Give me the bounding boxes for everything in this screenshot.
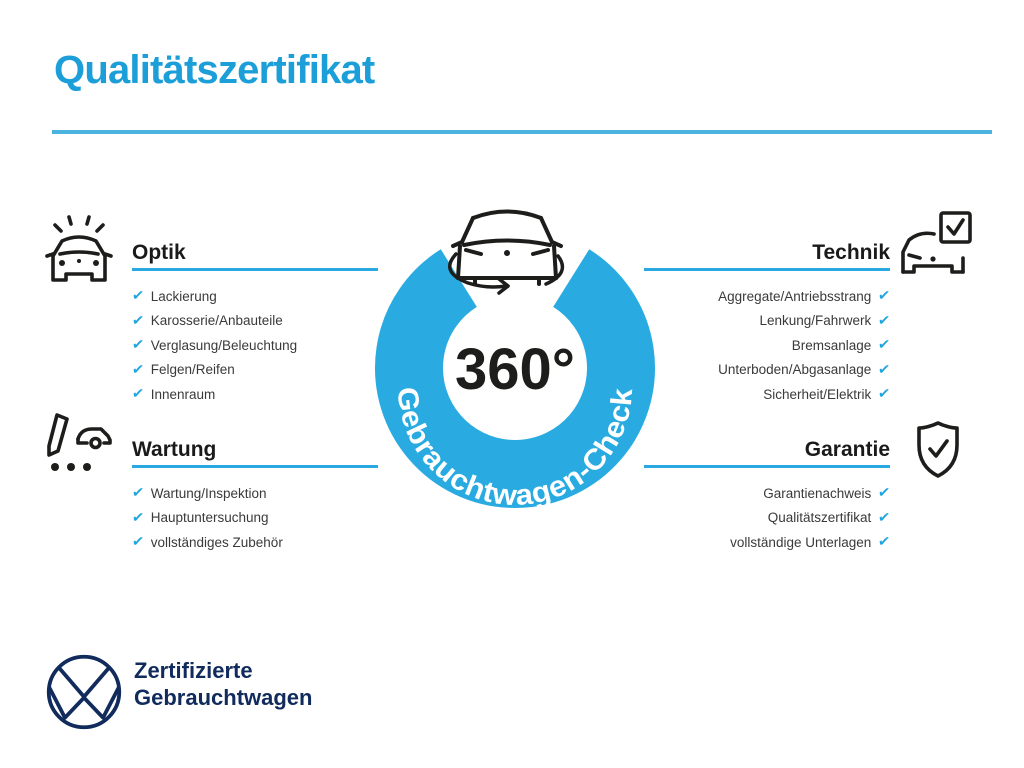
check-item: ✔ vollständiges Zubehör xyxy=(131,530,378,555)
vw-logo xyxy=(46,654,122,730)
checkmark-icon: ✔ xyxy=(131,361,145,378)
check-item-label: Sicherheit/Elektrik xyxy=(763,386,872,402)
check-item: ✔ Qualitätszertifikat xyxy=(644,506,891,531)
check-item: ✔ Hauptuntersuchung xyxy=(131,506,378,531)
section-garantie-divider xyxy=(644,465,890,468)
checkmark-icon: ✔ xyxy=(877,288,891,305)
section-wartung-divider xyxy=(132,465,378,468)
check-item: ✔ vollständige Unterlagen xyxy=(644,530,891,555)
checkmark-icon: ✔ xyxy=(131,312,145,329)
section-wartung: Wartung ✔ Wartung/Inspektion ✔ Hauptunte… xyxy=(131,436,378,555)
section-optik-title: Optik xyxy=(132,241,186,264)
section-technik: Technik ✔ Aggregate/Antriebsstrang ✔ Len… xyxy=(644,239,891,407)
check-item-label: Bremsanlage xyxy=(791,337,872,353)
footer-claim-line1: Zertifizierte xyxy=(134,658,253,683)
check-item: ✔ Wartung/Inspektion xyxy=(131,481,378,506)
checkmark-icon: ✔ xyxy=(877,361,891,378)
section-optik: Optik ✔ Lackierung ✔ Karosserie/Anbautei… xyxy=(131,239,378,407)
ring-arc xyxy=(375,249,655,508)
check-item-label: Lackierung xyxy=(150,288,217,304)
check-item: ✔ Felgen/Reifen xyxy=(131,358,378,383)
checkmark-icon: ✔ xyxy=(131,485,145,502)
checkmark-icon: ✔ xyxy=(877,337,891,354)
title-divider xyxy=(52,130,992,134)
check-item: ✔ Sicherheit/Elektrik xyxy=(644,382,891,407)
degree-label: 360° xyxy=(455,337,575,402)
check-item-label: Felgen/Reifen xyxy=(150,362,235,378)
check-item-label: vollständige Unterlagen xyxy=(730,534,872,550)
check-item-label: Verglasung/Beleuchtung xyxy=(150,337,298,353)
footer-claim: Zertifizierte Gebrauchtwagen xyxy=(134,657,312,711)
check-item: ✔ Aggregate/Antriebsstrang xyxy=(644,284,891,309)
section-technik-items: ✔ Aggregate/Antriebsstrang ✔ Lenkung/Fah… xyxy=(644,284,891,407)
check-item: ✔ Unterboden/Abgasanlage xyxy=(644,358,891,383)
check-item: ✔ Lenkung/Fahrwerk xyxy=(644,309,890,334)
car-checkbox-icon xyxy=(901,211,972,274)
360-check-ring: Gebrauchtwagen-Check 360° xyxy=(375,209,655,512)
check-item-label: Wartung/Inspektion xyxy=(150,485,267,501)
footer-claim-line2: Gebrauchtwagen xyxy=(134,685,313,710)
car-rotation-icon xyxy=(447,209,565,295)
check-item: ✔ Lackierung xyxy=(131,284,378,309)
checkmark-icon: ✔ xyxy=(131,509,145,526)
checkmark-icon: ✔ xyxy=(877,509,891,526)
checkmark-icon: ✔ xyxy=(131,386,145,403)
section-wartung-title: Wartung xyxy=(132,438,217,461)
checkmark-icon: ✔ xyxy=(131,337,145,354)
check-item-label: Lenkung/Fahrwerk xyxy=(759,313,872,329)
check-item-label: Garantienachweis xyxy=(763,485,872,501)
shield-check-icon xyxy=(917,421,959,478)
check-item-label: Hauptuntersuchung xyxy=(150,510,269,526)
service-checklist-icon xyxy=(47,413,112,471)
shiny-car-icon xyxy=(45,215,113,282)
check-item: ✔ Garantienachweis xyxy=(644,481,891,506)
check-item-label: Innenraum xyxy=(150,386,216,402)
checkmark-icon: ✔ xyxy=(131,288,145,305)
section-garantie-items: ✔ Garantienachweis ✔ Qualitätszertifikat… xyxy=(644,481,891,555)
section-optik-divider xyxy=(132,268,378,271)
section-technik-title: Technik xyxy=(812,241,890,264)
check-item-label: vollständiges Zubehör xyxy=(150,534,283,550)
check-item: ✔ Innenraum xyxy=(131,382,378,407)
page-title: Qualitätszertifikat xyxy=(54,48,375,92)
checkmark-icon: ✔ xyxy=(877,485,891,502)
checkmark-icon: ✔ xyxy=(877,386,891,403)
checkmark-icon: ✔ xyxy=(131,534,145,551)
check-item: ✔ Verglasung/Beleuchtung xyxy=(131,333,378,358)
section-optik-items: ✔ Lackierung ✔ Karosserie/Anbauteile ✔ V… xyxy=(131,284,378,407)
checkmark-icon: ✔ xyxy=(877,534,891,551)
check-item-label: Qualitätszertifikat xyxy=(767,510,872,526)
section-garantie-title: Garantie xyxy=(804,438,890,461)
checkmark-icon: ✔ xyxy=(877,312,891,329)
section-garantie: Garantie ✔ Garantienachweis ✔ Qualitätsz… xyxy=(644,436,891,555)
check-item-label: Unterboden/Abgasanlage xyxy=(718,362,872,378)
check-item-label: Karosserie/Anbauteile xyxy=(150,313,283,329)
section-technik-divider xyxy=(644,268,890,271)
section-wartung-items: ✔ Wartung/Inspektion ✔ Hauptuntersuchung… xyxy=(131,481,378,555)
check-item-label: Aggregate/Antriebsstrang xyxy=(718,288,872,304)
check-item: ✔ Bremsanlage xyxy=(644,333,891,358)
check-item: ✔ Karosserie/Anbauteile xyxy=(131,309,378,334)
